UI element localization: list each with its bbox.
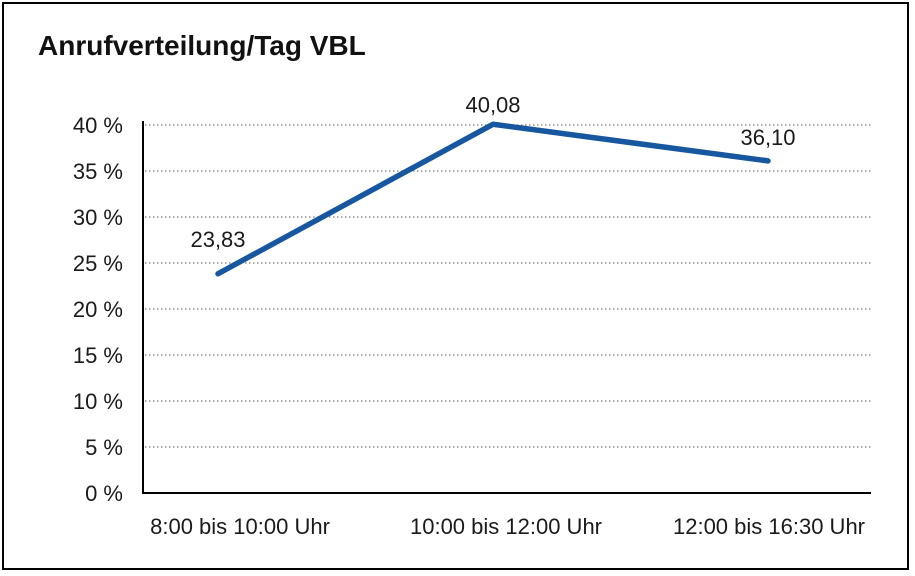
x-category-label: 12:00 bis 16:30 Uhr [673,514,865,539]
y-tick-label: 0 % [85,481,123,506]
point-label: 40,08 [465,92,520,117]
y-tick-label: 25 % [73,251,123,276]
y-tick-label: 15 % [73,343,123,368]
y-tick-label: 10 % [73,389,123,414]
x-category-label: 8:00 bis 10:00 Uhr [150,514,330,539]
series-line [215,121,771,277]
y-tick-label: 30 % [73,205,123,230]
y-tick-label: 40 % [73,113,123,138]
y-tick-label: 35 % [73,159,123,184]
point-label: 36,10 [740,125,795,150]
x-category-label: 10:00 bis 12:00 Uhr [410,514,602,539]
chart-title: Anrufverteilung/Tag VBL [38,30,366,61]
y-tick-label: 20 % [73,297,123,322]
chart-frame [2,2,909,570]
y-tick-label: 5 % [85,435,123,460]
point-label: 23,83 [190,227,245,252]
